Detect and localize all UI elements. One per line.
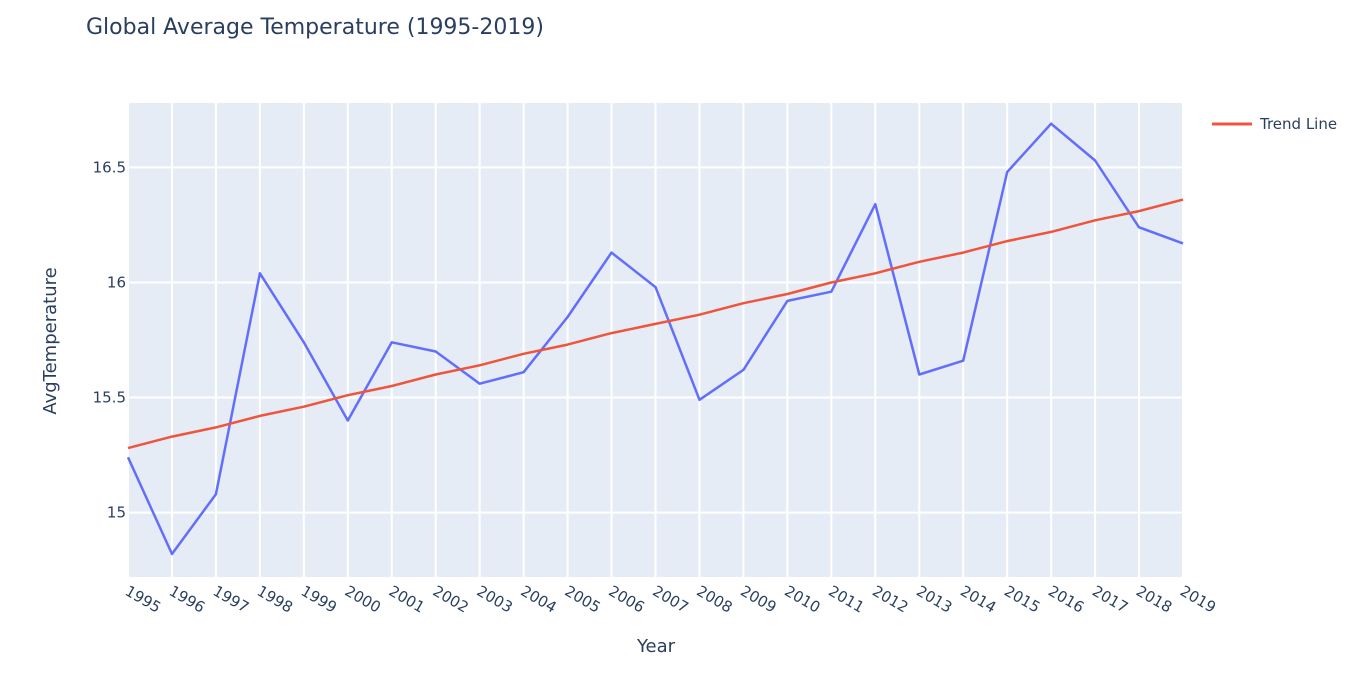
x-tick-label: 1999 — [298, 582, 340, 617]
x-tick-label: 2002 — [430, 582, 472, 617]
x-tick-labels: 1995 1996 1997 1998 1999 2000 2001 2002 2003 2004… — [122, 582, 1219, 617]
x-tick-label: 2014 — [957, 582, 999, 617]
x-tick-label: 2005 — [562, 582, 604, 617]
y-tick-labels: 15 15.5 16 16.5 — [93, 158, 126, 521]
x-tick-label: 2015 — [1001, 582, 1043, 617]
x-tick-label: 2018 — [1133, 582, 1175, 617]
x-tick-label: 1998 — [254, 582, 296, 617]
x-tick-label: 2001 — [386, 582, 428, 617]
x-tick-label: 2000 — [342, 582, 384, 617]
y-tick-label: 16 — [107, 273, 126, 291]
x-gridlines — [127, 103, 1184, 577]
x-tick-label: 2009 — [737, 582, 779, 617]
y-axis-title: AvgTemperature — [40, 267, 61, 414]
x-tick-label: 2016 — [1045, 582, 1087, 617]
y-tick-label: 15 — [107, 504, 126, 522]
x-tick-label: 2017 — [1089, 582, 1131, 617]
series-lines — [126, 122, 1184, 556]
x-tick-label: 1997 — [210, 582, 252, 617]
chart-title: Global Average Temperature (1995-2019) — [86, 15, 544, 40]
y-tick-label: 16.5 — [93, 158, 126, 176]
legend-label: Trend Line — [1259, 115, 1337, 133]
x-tick-label: 2003 — [474, 582, 516, 617]
x-tick-label: 2012 — [869, 582, 911, 617]
series-line-temperature — [126, 122, 1184, 556]
x-tick-label: 2010 — [781, 582, 823, 617]
series-line-trend — [127, 198, 1184, 450]
x-tick-label: 1995 — [122, 582, 164, 617]
x-tick-label: 1996 — [166, 582, 208, 617]
x-tick-label: 2011 — [825, 582, 867, 617]
x-axis-title: Year — [636, 636, 676, 657]
x-tick-label: 2019 — [1177, 582, 1219, 617]
legend: Trend Line — [1212, 115, 1337, 133]
y-gridlines — [128, 166, 1183, 514]
x-tick-label: 2007 — [650, 582, 692, 617]
y-tick-label: 15.5 — [93, 389, 126, 407]
x-tick-label: 2006 — [606, 582, 648, 617]
x-tick-label: 2004 — [518, 582, 560, 617]
x-tick-label: 2013 — [913, 582, 955, 617]
x-tick-label: 2008 — [693, 582, 735, 617]
